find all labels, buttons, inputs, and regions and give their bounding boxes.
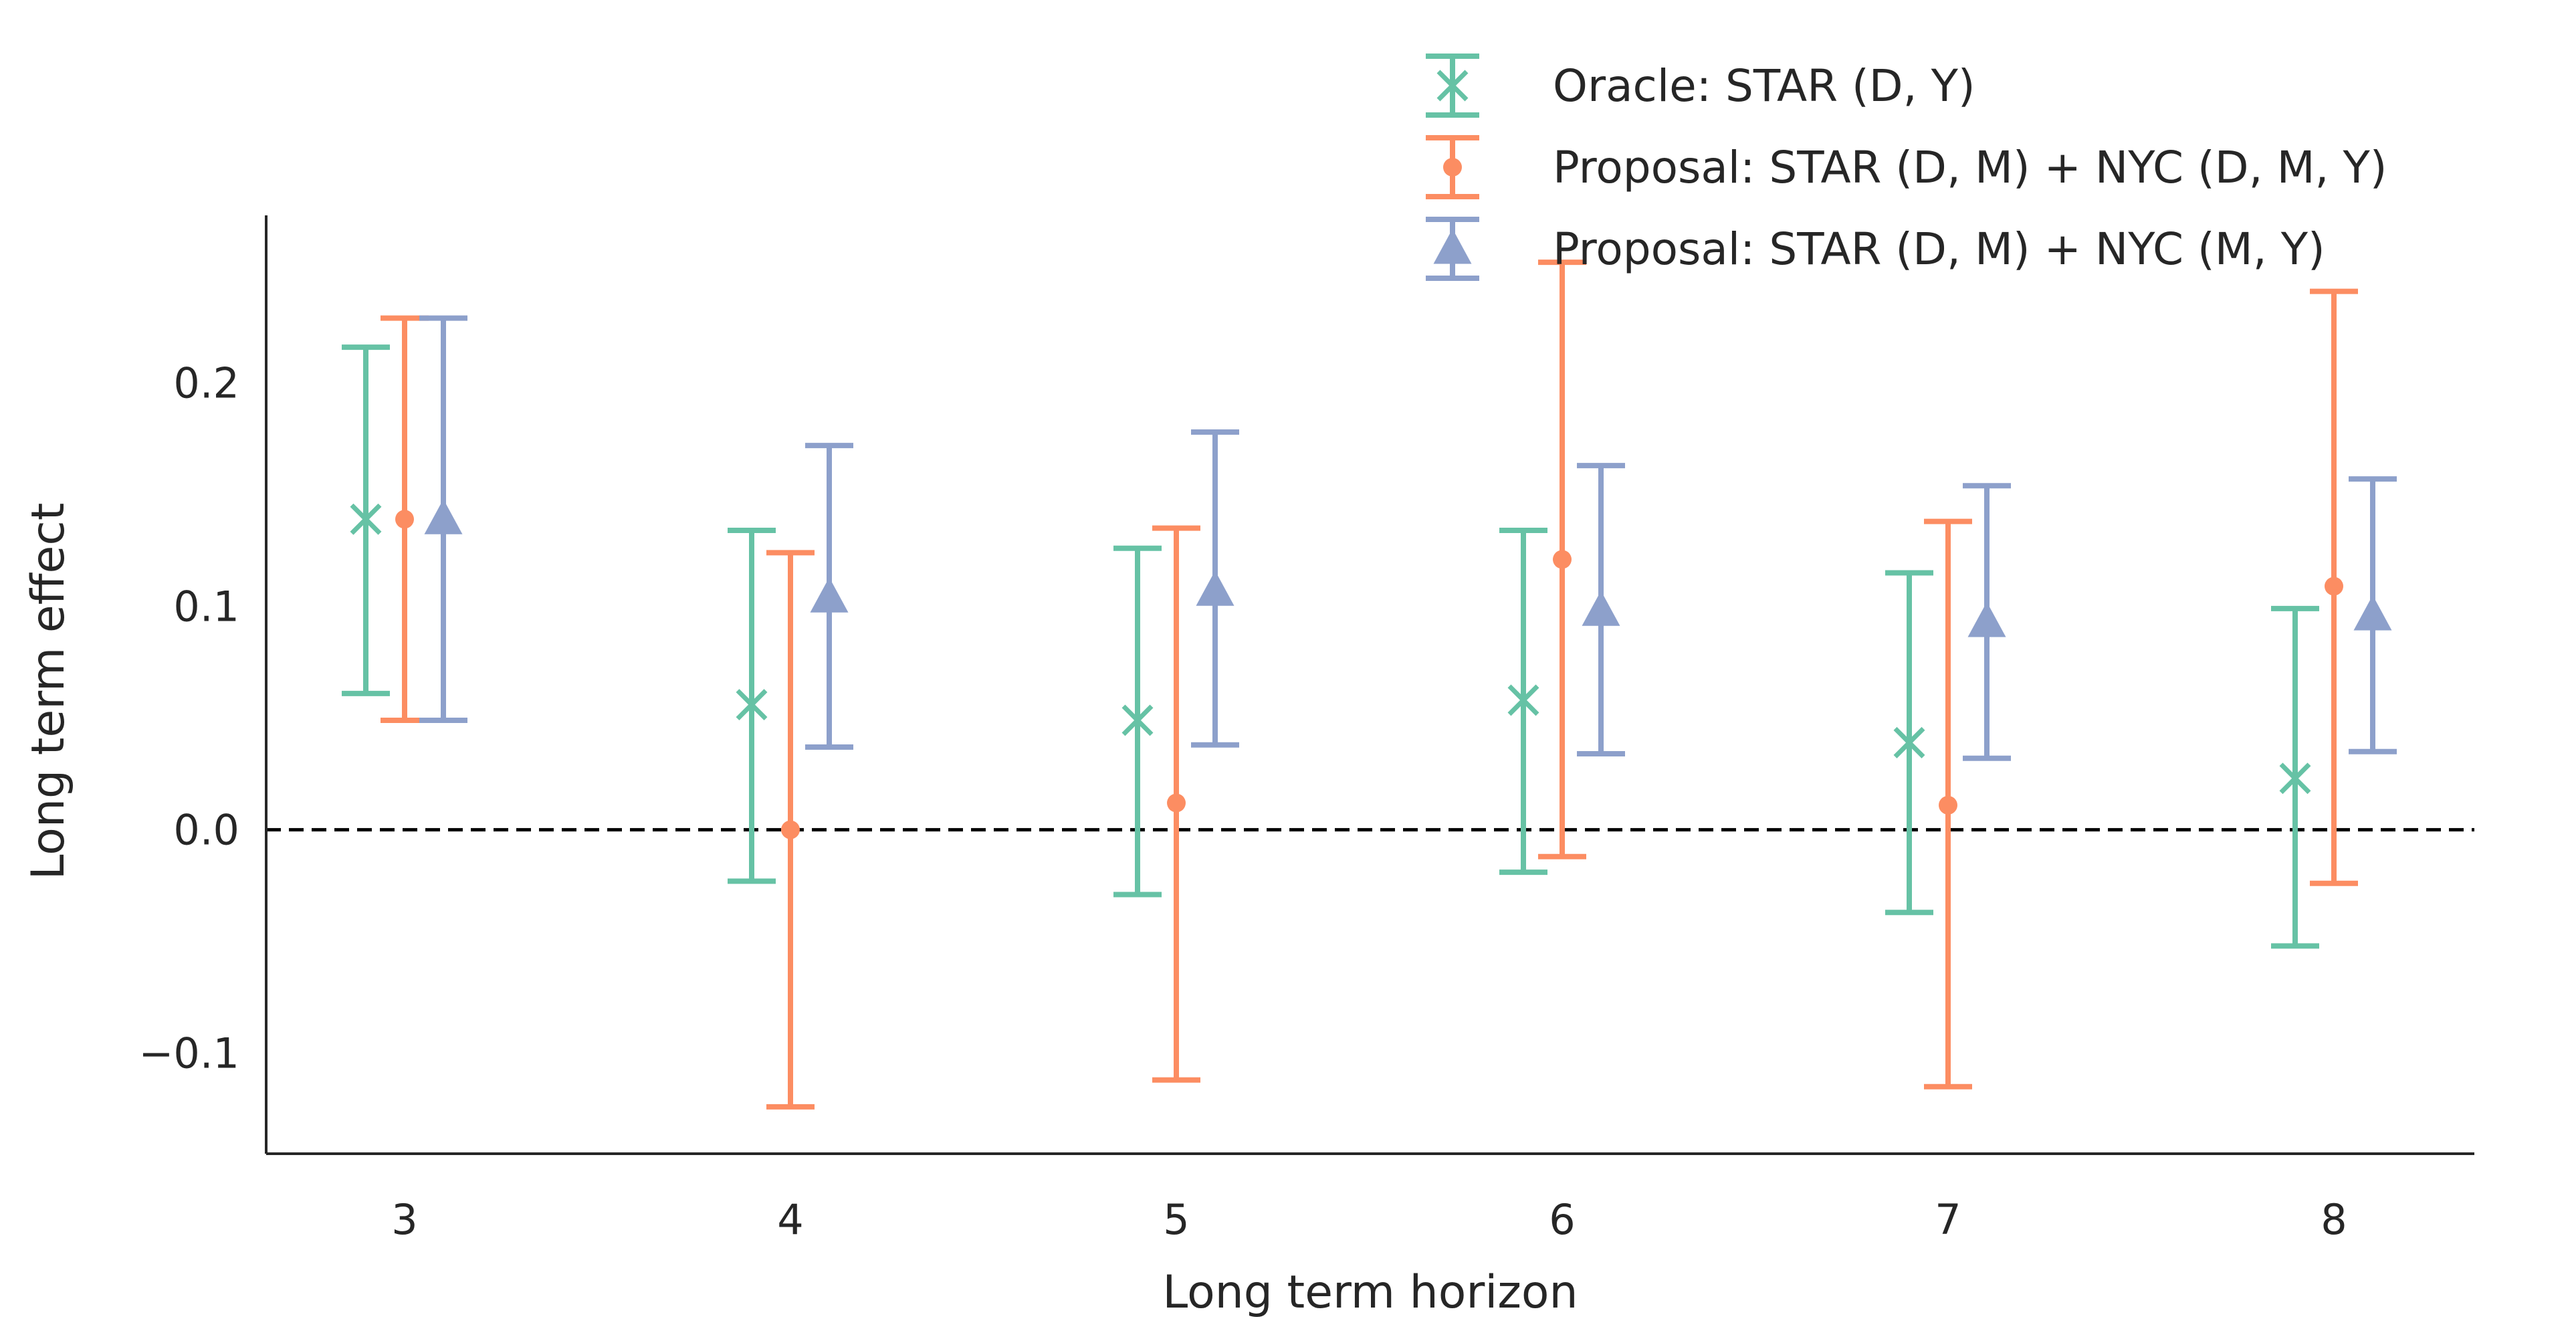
circle-marker [781, 820, 800, 839]
circle-marker [1939, 795, 1957, 815]
circle-marker [395, 510, 414, 529]
series-1 [342, 344, 2319, 949]
errorbar [1963, 483, 2011, 761]
errorbar [1191, 429, 1239, 748]
circle-marker [1553, 550, 1572, 569]
y-axis-label: Long term effect [22, 503, 75, 880]
y-tick-label: 0.0 [173, 806, 239, 855]
errorbar [1885, 570, 1933, 916]
x-marker [350, 503, 382, 535]
errorbar [1499, 528, 1547, 875]
x-tick-label: 3 [391, 1195, 417, 1244]
triangle-marker [1433, 229, 1472, 264]
y-tick-label: 0.1 [173, 583, 239, 631]
triangle-marker [424, 499, 463, 534]
triangle-marker [2353, 595, 2392, 631]
errorbar [1152, 525, 1200, 1083]
errorbar [419, 315, 467, 723]
circle-marker [1443, 158, 1462, 177]
errorbar [342, 344, 390, 696]
errorbar [2271, 605, 2319, 949]
x-marker [1507, 684, 1539, 716]
errorbar [728, 528, 776, 884]
errorbar [1538, 260, 1586, 859]
x-tick-label: 4 [777, 1195, 803, 1244]
tick-layer: −0.1 0.0 0.1 0.2 3 4 5 6 7 8 [138, 359, 2347, 1244]
x-tick-label: 8 [2321, 1195, 2347, 1244]
legend-label: Oracle: STAR (D, Y) [1553, 60, 1975, 112]
series-layer [342, 260, 2397, 1110]
x-marker [2279, 762, 2311, 795]
errorbar [766, 550, 815, 1110]
legend: Oracle: STAR (D, Y) Proposal: STAR (D, M)… [1426, 54, 2387, 281]
x-marker [1893, 726, 1925, 758]
y-tick-label: 0.2 [173, 359, 239, 408]
triangle-marker [1582, 591, 1620, 626]
series-3 [419, 315, 2397, 761]
series-2 [381, 260, 2358, 1110]
x-tick-label: 7 [1935, 1195, 1961, 1244]
legend-label: Proposal: STAR (D, M) + NYC (M, Y) [1553, 223, 2325, 275]
legend-item: Proposal: STAR (D, M) + NYC (D, M, Y) [1426, 135, 2387, 199]
x-axis-label: Long term horizon [1162, 1266, 1578, 1319]
errorbar [805, 443, 853, 750]
errorbar [1577, 463, 1625, 757]
errorbar [1924, 518, 1972, 1090]
triangle-marker [810, 577, 849, 613]
errorbar [2310, 288, 2358, 886]
triangle-marker [1196, 571, 1235, 606]
circle-marker [2325, 577, 2343, 596]
triangle-marker [1967, 601, 2006, 637]
axes-layer [265, 215, 2474, 1155]
x-marker [1436, 70, 1469, 102]
x-tick-label: 5 [1163, 1195, 1189, 1244]
x-marker [1121, 704, 1154, 736]
legend-label: Proposal: STAR (D, M) + NYC (D, M, Y) [1553, 142, 2387, 193]
circle-marker [1167, 793, 1186, 813]
legend-item: Oracle: STAR (D, Y) [1426, 54, 1975, 118]
errorbar [2349, 476, 2397, 754]
errorbar [1113, 545, 1162, 898]
x-tick-label: 6 [1549, 1195, 1575, 1244]
errorbar [381, 315, 429, 723]
x-marker [736, 689, 768, 721]
legend-item: Proposal: STAR (D, M) + NYC (M, Y) [1426, 217, 2325, 281]
y-tick-label: −0.1 [138, 1029, 239, 1078]
